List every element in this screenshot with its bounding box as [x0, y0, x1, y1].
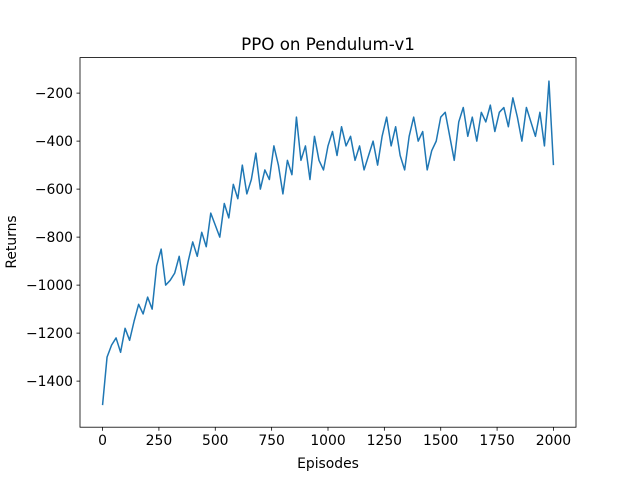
x-tick-label: 750 [258, 433, 285, 449]
x-tick-label: 500 [202, 433, 229, 449]
y-axis-label: Returns [4, 215, 20, 268]
x-tick-label: 250 [146, 433, 173, 449]
data-line [101, 80, 555, 406]
y-tick-label: −1400 [26, 374, 73, 390]
y-tick-label: −200 [35, 86, 73, 102]
plot-frame [79, 57, 577, 428]
y-tick-label: −600 [35, 182, 73, 198]
y-tick-label: −1200 [26, 326, 73, 342]
y-tick-label: −800 [35, 230, 73, 246]
y-tick-label: −1000 [26, 278, 73, 294]
y-tick-label: −400 [35, 134, 73, 150]
chart-title: PPO on Pendulum-v1 [241, 34, 415, 54]
x-tick-label: 2000 [536, 433, 571, 449]
x-tick-label: 1000 [310, 433, 345, 449]
x-tick-label: 1750 [479, 433, 514, 449]
x-axis-label: Episodes [297, 456, 359, 472]
x-tick-label: 1500 [423, 433, 458, 449]
x-tick-label: 0 [98, 433, 107, 449]
x-tick-label: 1250 [367, 433, 402, 449]
